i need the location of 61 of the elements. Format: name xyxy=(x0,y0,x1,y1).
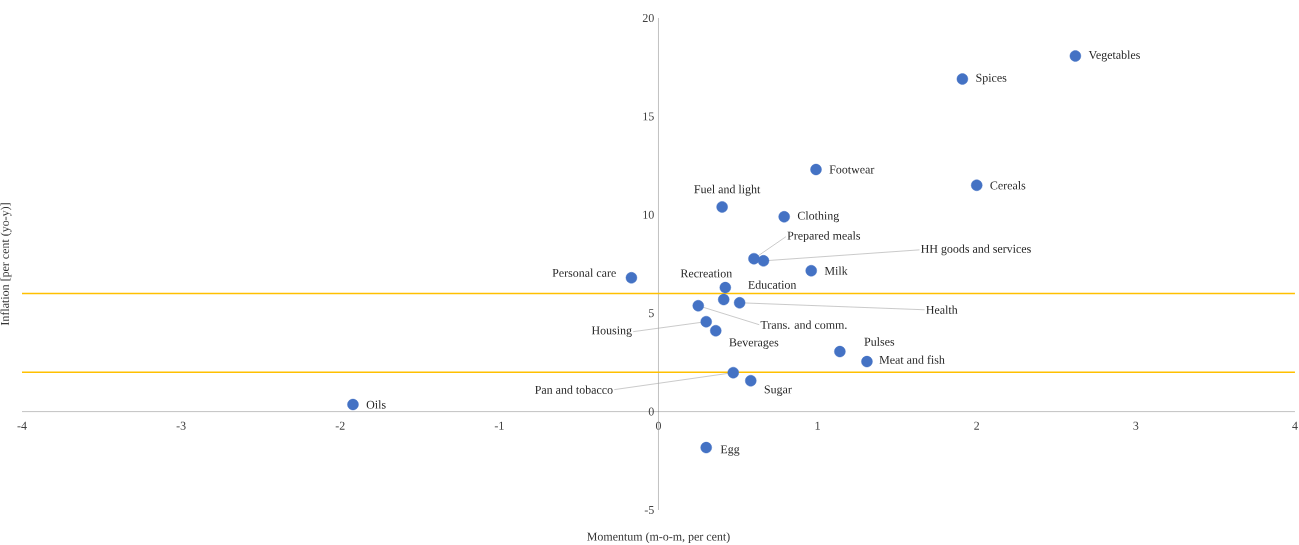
annotation: Prepared meals xyxy=(787,231,861,243)
y-tick-label: 5 xyxy=(649,309,654,318)
point xyxy=(692,300,704,312)
point xyxy=(710,325,722,337)
annotation: Trans. and comm. xyxy=(760,320,847,329)
y-tick-label: 10 xyxy=(643,210,654,219)
point xyxy=(956,73,969,85)
point xyxy=(971,179,983,191)
point xyxy=(700,441,712,454)
annotation: Oils xyxy=(366,400,386,409)
point xyxy=(778,211,790,223)
x-tick-label: -2 xyxy=(335,421,345,430)
annotation: Cereals xyxy=(990,181,1026,190)
y-axis-title: Inflation [per cent (yo-y)] xyxy=(0,203,12,326)
annotation: Footwear xyxy=(829,165,875,174)
annotation: HH goods and services xyxy=(921,244,1031,256)
x-tick-label: -4 xyxy=(17,421,27,430)
point xyxy=(834,345,846,358)
annotation: Vegetables xyxy=(1088,50,1140,62)
annotation: Fuel and light xyxy=(694,184,761,196)
y-tick-label: 15 xyxy=(643,112,654,121)
annotation: Spices xyxy=(976,73,1007,85)
y-tick-label: 0 xyxy=(648,407,654,416)
y-tick-label: 20 xyxy=(642,13,654,23)
annotation: Education xyxy=(748,280,797,289)
point xyxy=(700,315,712,328)
annotation: Health xyxy=(926,305,958,314)
point xyxy=(861,355,873,368)
point xyxy=(745,375,757,387)
x-axis-title: Momentum (m-o-m, per cent) xyxy=(587,532,730,544)
point xyxy=(347,398,359,411)
x-tick-label: 3 xyxy=(1133,421,1139,430)
point xyxy=(810,163,822,176)
point xyxy=(727,366,739,379)
point xyxy=(757,255,770,267)
annotation: Housing xyxy=(591,326,632,337)
point xyxy=(733,297,746,309)
x-tick-label: 0 xyxy=(655,421,661,430)
x-tick-label: 4 xyxy=(1292,421,1298,430)
point xyxy=(805,264,817,277)
annotation: Sugar xyxy=(764,385,792,396)
x-tick-label: 2 xyxy=(974,421,980,430)
y-tick-label: -5 xyxy=(644,506,654,514)
annotation: Pan and tobacco xyxy=(535,385,613,394)
point xyxy=(1069,50,1082,62)
x-tick-label: -3 xyxy=(176,421,186,430)
x-tick-label: 1 xyxy=(815,421,820,430)
annotation: Milk xyxy=(824,266,848,275)
point xyxy=(718,293,730,306)
point xyxy=(716,201,728,213)
annotation: Meat and fish xyxy=(879,355,945,364)
annotation: Clothing xyxy=(797,211,839,223)
annotation: Personal care xyxy=(552,268,616,277)
annotation: Recreation xyxy=(680,269,733,278)
annotation: Egg xyxy=(720,445,740,456)
annotation: Beverages xyxy=(729,338,779,349)
point xyxy=(748,252,760,265)
point xyxy=(625,272,638,284)
annotation: Pulses xyxy=(864,337,895,346)
point xyxy=(719,281,731,294)
x-tick-label: -1 xyxy=(494,421,504,430)
